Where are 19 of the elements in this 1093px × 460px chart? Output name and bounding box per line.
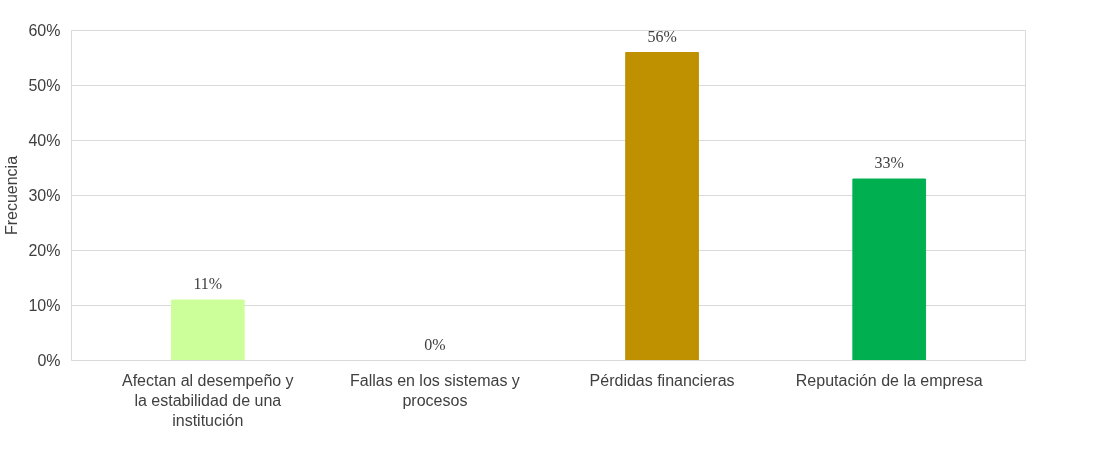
y-tick-label: 30% bbox=[28, 187, 61, 204]
y-tick-label: 20% bbox=[28, 242, 61, 259]
y-tick-label: 60% bbox=[28, 22, 61, 39]
x-tick-label: Fallas en los sistemas y procesos bbox=[350, 371, 520, 409]
data-label: 11% bbox=[193, 275, 223, 292]
x-tick-label: Pérdidas financieras bbox=[589, 371, 735, 389]
y-axis-title: Frecuencia bbox=[3, 155, 21, 236]
y-tick-label: 50% bbox=[28, 77, 61, 94]
data-label: 56% bbox=[647, 27, 677, 45]
x-tick-label: Afectan al desempeño y la estabilidad de una institución bbox=[121, 371, 294, 430]
x-tick-label: Reputación de la empresa bbox=[795, 371, 983, 389]
y-tick-label: 0% bbox=[37, 352, 61, 369]
bar bbox=[852, 178, 927, 361]
y-tick-label: 40% bbox=[28, 132, 61, 149]
bar bbox=[625, 52, 699, 361]
data-label: 33% bbox=[874, 154, 904, 171]
data-label: 0% bbox=[424, 335, 446, 353]
bar bbox=[170, 299, 245, 361]
y-tick-label: 10% bbox=[28, 297, 61, 314]
